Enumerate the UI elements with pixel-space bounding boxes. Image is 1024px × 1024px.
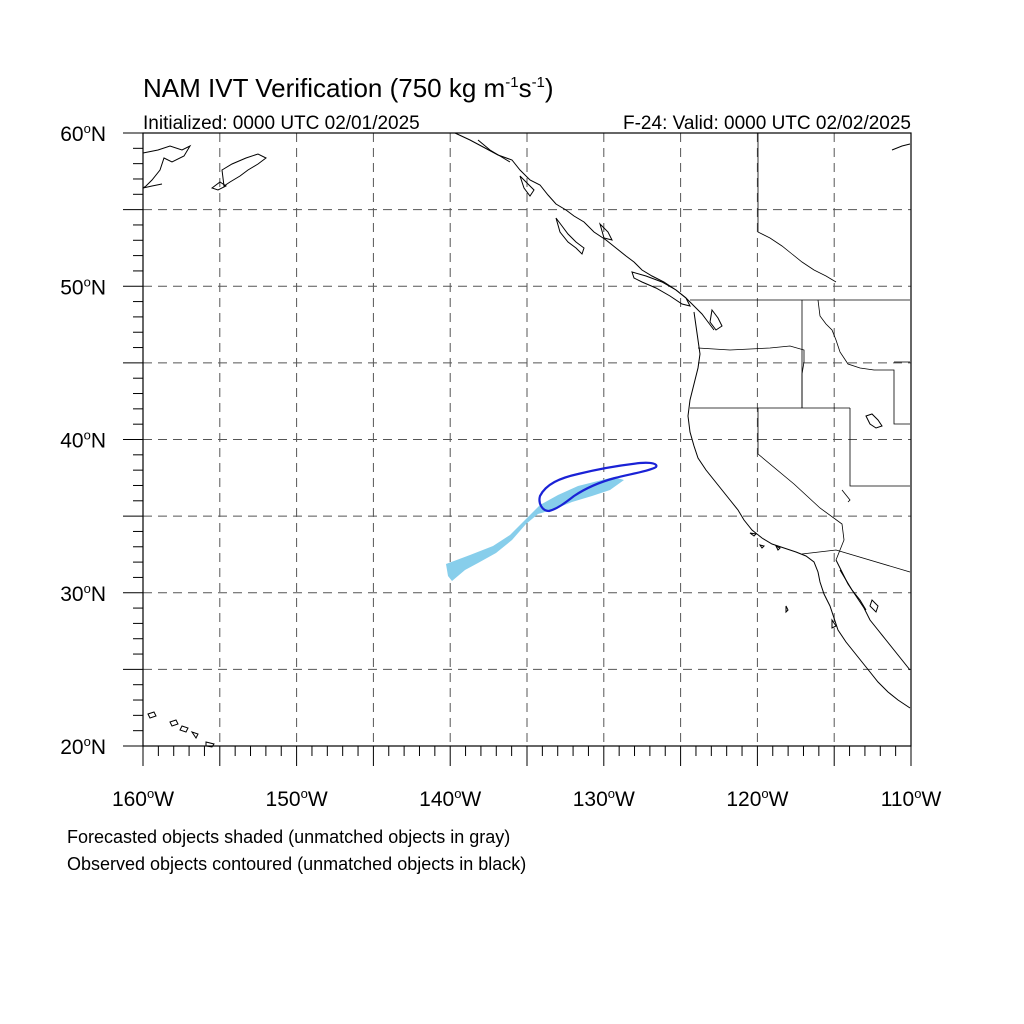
map-frame (142, 132, 912, 747)
coastlines (142, 132, 911, 748)
longitude-label: 110oW (881, 786, 942, 811)
latitude-label: 30oN (60, 581, 106, 606)
latitude-label: 60oN (60, 121, 106, 146)
longitude-label: 120oW (726, 786, 788, 811)
map-panel (123, 132, 912, 766)
map-title: NAM IVT Verification (750 kg m-1s-1) (143, 73, 554, 103)
valid-time: F-24: Valid: 0000 UTC 02/02/2025 (623, 113, 911, 134)
initialized-time: Initialized: 0000 UTC 02/01/2025 (143, 113, 420, 134)
longitude-label: 140oW (419, 786, 481, 811)
latitude-label: 20oN (60, 734, 106, 759)
longitude-label: 160oW (112, 786, 174, 811)
graticule (143, 133, 911, 746)
longitude-label: 130oW (573, 786, 635, 811)
longitude-label: 150oW (266, 786, 328, 811)
latitude-label: 40oN (60, 428, 106, 453)
observed-object-contour (538, 461, 658, 513)
longitude-labels: 160oW 150oW 140oW 130oW 120oW 110oW (112, 786, 942, 811)
latitude-labels: 60oN 50oN 40oN 30oN 20oN (60, 121, 106, 759)
axis-ticks (123, 132, 912, 766)
forecast-object-shaded (446, 477, 624, 581)
legend-note-forecast: Forecasted objects shaded (unmatched obj… (67, 827, 510, 847)
legend-note-observed: Observed objects contoured (unmatched ob… (67, 854, 526, 874)
political-boundaries (690, 133, 911, 573)
latitude-label: 50oN (60, 274, 106, 299)
